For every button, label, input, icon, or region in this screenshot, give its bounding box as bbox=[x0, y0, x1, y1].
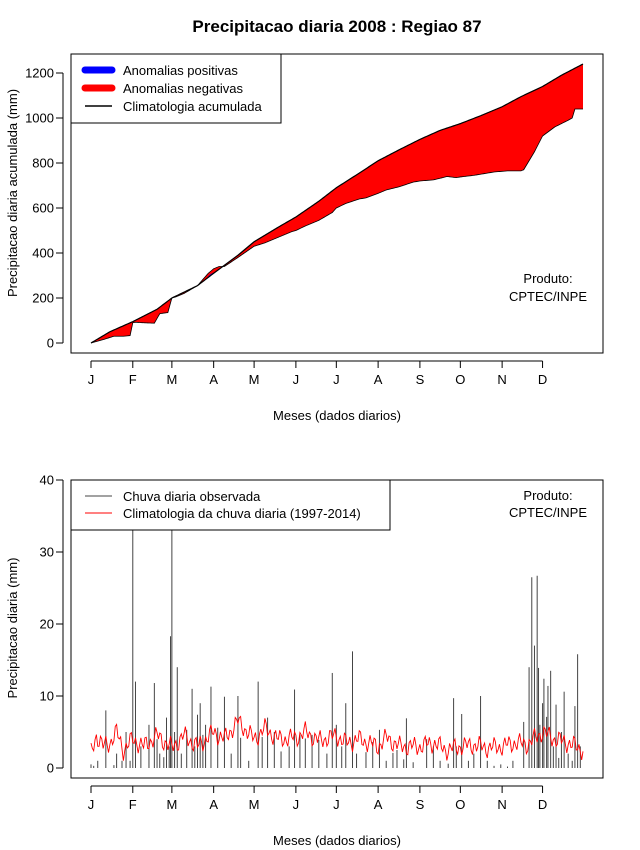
top-chart-plot: J F M A M J J A S O N D 0 200 400 600 800 1000 1200 bbox=[25, 53, 604, 387]
bottom-chart-y-tick-label: 30 bbox=[40, 545, 54, 560]
top-chart-y-tick-label: 1000 bbox=[25, 111, 54, 126]
top-chart-frame bbox=[70, 53, 604, 354]
climatology-cumulative-line bbox=[90, 63, 584, 344]
top-chart-x-tick-label: M bbox=[166, 372, 177, 387]
top-chart-y-tick-label: 1200 bbox=[25, 66, 54, 81]
bottom-chart-y-tick-label: 0 bbox=[47, 761, 54, 776]
bottom-chart-legend: Chuva diaria observada Climatologia da c… bbox=[70, 479, 391, 531]
bottom-chart-x-tick-label: D bbox=[538, 797, 547, 812]
bottom-chart-annotation-line1: Produto: bbox=[523, 488, 572, 503]
top-chart-x-tick-label: J bbox=[293, 372, 300, 387]
bottom-chart-x-tick-label: N bbox=[497, 797, 506, 812]
top-chart-annotation-line1: Produto: bbox=[523, 271, 572, 286]
top-chart-x-tick-label: S bbox=[416, 372, 425, 387]
bottom-chart-plot: J F M A M J J A S O N D 0 10 20 30 40 bbox=[40, 473, 604, 812]
negative-anomaly-area bbox=[91, 64, 583, 343]
legend-label-climatology-daily: Climatologia da chuva diaria (1997-2014) bbox=[123, 506, 361, 521]
top-chart-y-tick-label: 200 bbox=[32, 291, 54, 306]
top-chart-x-tick-label: J bbox=[333, 372, 340, 387]
bottom-chart-x-tick-label: A bbox=[209, 797, 218, 812]
top-chart-x-tick-label: F bbox=[129, 372, 137, 387]
bottom-chart-xlabel: Meses (dados diarios) bbox=[273, 833, 401, 848]
bottom-chart-annotation-line2: CPTEC/INPE bbox=[509, 505, 587, 520]
top-chart-x-tick-label: J bbox=[88, 372, 95, 387]
legend-label-climatology: Climatologia acumulada bbox=[123, 99, 263, 114]
top-chart-x-tick-label: D bbox=[538, 372, 547, 387]
legend-label-positive: Anomalias positivas bbox=[123, 63, 238, 78]
top-chart-legend: Anomalias positivas Anomalias negativas … bbox=[70, 53, 282, 124]
bottom-chart-x-tick-label: F bbox=[129, 797, 137, 812]
top-chart-ylabel: Precipitacao diaria acumulada (mm) bbox=[5, 89, 20, 297]
bottom-chart-x-tick-label: A bbox=[374, 797, 383, 812]
legend-label-observed: Chuva diaria observada bbox=[123, 489, 261, 504]
bottom-chart-x-tick-label: M bbox=[249, 797, 260, 812]
top-chart-y-tick-label: 800 bbox=[32, 156, 54, 171]
bottom-chart-y-tick-label: 20 bbox=[40, 617, 54, 632]
top-chart-y-tick-label: 600 bbox=[32, 201, 54, 216]
bottom-chart-series bbox=[90, 480, 584, 768]
top-chart-x-tick-label: A bbox=[374, 372, 383, 387]
top-chart-y-tick-label: 0 bbox=[47, 336, 54, 351]
bottom-chart-y-tick-label: 40 bbox=[40, 473, 54, 488]
top-chart-title: Precipitacao diaria 2008 : Regiao 87 bbox=[192, 17, 481, 36]
bottom-chart-x-tick-label: J bbox=[293, 797, 300, 812]
bottom-chart-x-tick-label: M bbox=[166, 797, 177, 812]
bottom-chart-x-tick-label: O bbox=[455, 797, 465, 812]
bottom-chart-ylabel: Precipitacao diaria (mm) bbox=[5, 558, 20, 699]
top-chart-x-tick-label: N bbox=[497, 372, 506, 387]
climatology-daily-line bbox=[90, 715, 584, 761]
bottom-chart-y-tick-label: 10 bbox=[40, 689, 54, 704]
bottom-chart-x-tick-label: J bbox=[333, 797, 340, 812]
top-chart-annotation-line2: CPTEC/INPE bbox=[509, 289, 587, 304]
bottom-chart-x-tick-label: S bbox=[416, 797, 425, 812]
top-chart-y-tick-label: 400 bbox=[32, 246, 54, 261]
legend-label-negative: Anomalias negativas bbox=[123, 81, 243, 96]
bottom-chart-x-tick-label: J bbox=[88, 797, 95, 812]
top-chart-xlabel: Meses (dados diarios) bbox=[273, 408, 401, 423]
top-chart-x-tick-label: M bbox=[249, 372, 260, 387]
top-chart-x-tick-label: O bbox=[455, 372, 465, 387]
top-chart-x-tick-label: A bbox=[209, 372, 218, 387]
